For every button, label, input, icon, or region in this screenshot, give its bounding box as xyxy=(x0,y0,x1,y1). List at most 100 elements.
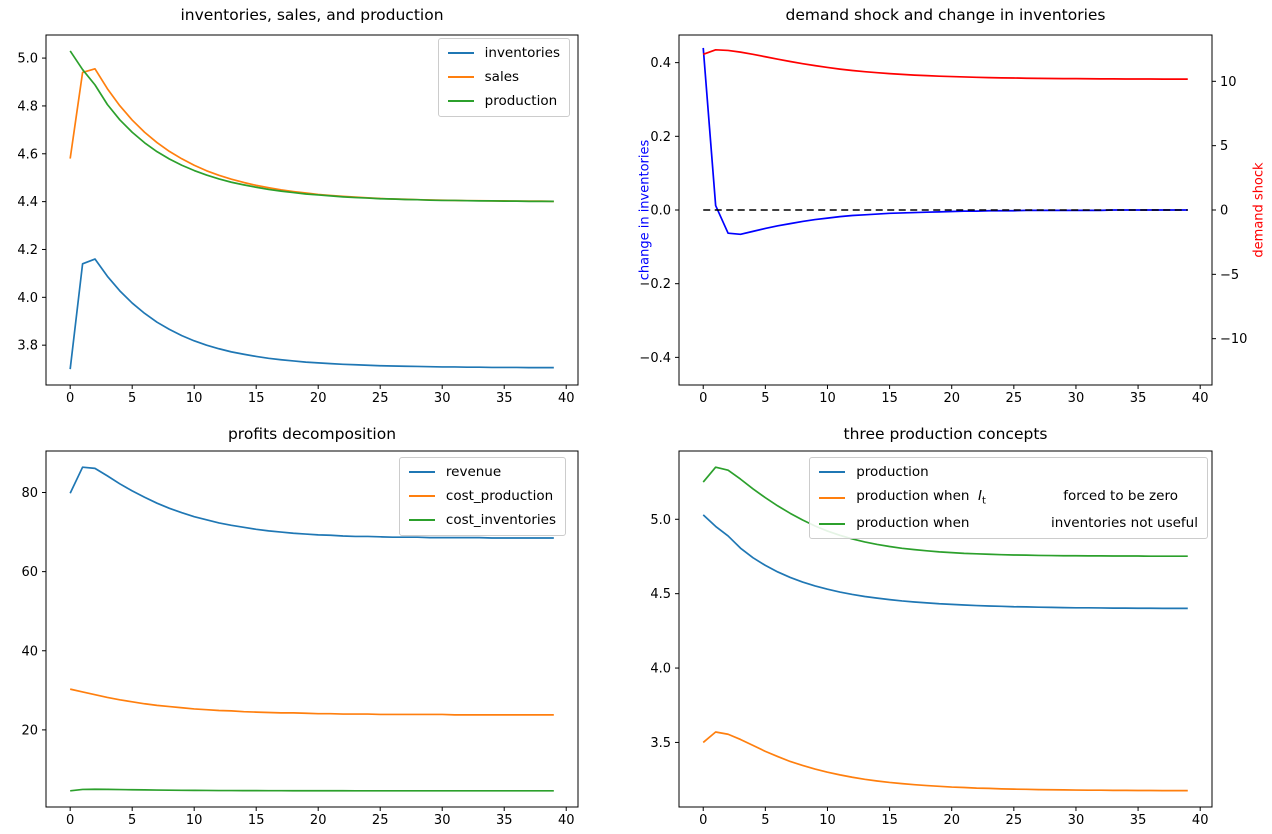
y-tick-label: 0.0 xyxy=(650,204,671,219)
axis-ticks: 0 5 10 15 20 25 30 35 40 3.5 4.0 4.5 5.0 xyxy=(650,513,1208,828)
axes-frame xyxy=(678,450,1213,808)
x-tick-label: 5 xyxy=(761,391,769,406)
series-line-production xyxy=(702,514,1188,610)
x-tick-label: 35 xyxy=(496,391,513,406)
y-tick-label: 0.2 xyxy=(650,130,671,145)
x-tick-label: 35 xyxy=(1130,391,1147,406)
x-tick-label: 20 xyxy=(943,813,960,828)
chart-title: demand shock and change in inventories xyxy=(785,6,1106,24)
legend-label: inventories xyxy=(484,45,560,61)
legend-label: production xyxy=(856,464,929,480)
legend-line-swatch xyxy=(819,471,846,474)
legend-line-swatch xyxy=(408,519,435,522)
y-tick-label: 4.6 xyxy=(17,147,38,162)
x-tick-label: 20 xyxy=(943,391,960,406)
x-tick-label: 5 xyxy=(128,813,136,828)
y-tick-label: 3.5 xyxy=(650,736,671,751)
chart-title: inventories, sales, and production xyxy=(180,6,444,24)
legend-line-swatch xyxy=(447,76,474,79)
axis-ticks: 0 5 10 15 20 25 30 35 40 3.8 4.0 4.2 4.4 4.6 4.8 5.0 xyxy=(17,52,574,406)
y-tick-label: 60 xyxy=(21,565,38,580)
legend-label: production xyxy=(484,92,558,109)
x-tick-label: 35 xyxy=(1130,813,1147,828)
right-y-tick-label: 10 xyxy=(1220,75,1237,90)
legend-line-swatch xyxy=(408,495,435,498)
legend-label: production when inventories not useful xyxy=(856,515,1198,532)
legend-item: sales xyxy=(447,68,560,86)
y-tick-label: 4.0 xyxy=(650,662,671,677)
y-tick-label: 3.8 xyxy=(17,339,38,354)
axis-ticks: 0 5 10 15 20 25 30 35 40 20 40 60 80 xyxy=(21,486,574,828)
y-tick-label: 4.4 xyxy=(17,195,38,210)
x-tick-label: 0 xyxy=(66,391,74,406)
legend-line-swatch xyxy=(408,471,435,474)
y-tick-label: −0.2 xyxy=(639,277,671,292)
x-tick-label: 35 xyxy=(496,813,513,828)
y-tick-label: 4.5 xyxy=(650,587,671,602)
legend-item: inventories xyxy=(447,45,560,62)
x-tick-label: 20 xyxy=(310,813,327,828)
series-line-production xyxy=(69,50,554,203)
chart-title: profits decomposition xyxy=(227,425,397,443)
plot-inventories-sales-and-production: 0 5 10 15 20 25 30 35 40 3.8 4.0 4.2 4.4 4.6 4.8 5.0 xyxy=(17,34,579,406)
chart-demand-shock-change-in-inventories: demand shock and change in inventories c… xyxy=(636,0,1272,417)
y-axis-label-left: change in inventories xyxy=(637,139,653,281)
y-axis-label-right: demand shock xyxy=(1251,162,1267,258)
x-tick-label: 40 xyxy=(558,813,575,828)
legend-label: revenue xyxy=(445,464,502,480)
plot-demand-shock-and-change-in-inventories: 0 5 10 15 20 25 30 35 40 −0.4 −0.2 0.0 0.2 0.4 −10 −5 0 5… xyxy=(639,34,1247,406)
x-tick-label: 0 xyxy=(699,391,707,406)
x-tick-label: 25 xyxy=(372,391,389,406)
chart-title: three production concepts xyxy=(843,425,1048,443)
x-tick-label: 15 xyxy=(881,813,898,828)
x-tick-label: 15 xyxy=(248,813,265,828)
legend-item: production xyxy=(447,92,560,110)
legend-item: production when inventories not useful xyxy=(819,515,1198,532)
x-tick-label: 40 xyxy=(1192,813,1209,828)
legend-item: cost_inventories xyxy=(408,512,556,529)
legend-item: revenue xyxy=(408,464,556,481)
chart-profits-decomposition: profits decomposition revenue cost_produ… xyxy=(0,417,636,834)
x-tick-label: 40 xyxy=(558,391,575,406)
axes-frame xyxy=(678,34,1213,386)
legend: inventories sales production xyxy=(437,38,570,117)
x-tick-label: 30 xyxy=(434,813,451,828)
legend-line-swatch xyxy=(819,496,846,499)
x-tick-label: 15 xyxy=(248,391,265,406)
y-tick-label: 20 xyxy=(21,723,38,738)
series-line-cost-production xyxy=(69,688,554,716)
chart-three-production-concepts: three production concepts production pro… xyxy=(636,417,1272,834)
y-tick-label: 0.4 xyxy=(650,56,671,71)
series-line-production-when-inventories-not-useful xyxy=(702,466,1188,558)
legend-line-swatch xyxy=(447,52,474,55)
axes-frame xyxy=(45,450,579,808)
right-y-tick-label: −10 xyxy=(1220,332,1247,347)
x-tick-label: 25 xyxy=(1006,391,1023,406)
y-tick-label: 4.8 xyxy=(17,99,38,114)
legend-item: production when It forced to be zero xyxy=(819,488,1198,508)
x-tick-label: 25 xyxy=(1006,813,1023,828)
right-y-tick-label: 5 xyxy=(1220,139,1228,154)
x-tick-label: 0 xyxy=(66,813,74,828)
axes-frame xyxy=(45,34,579,386)
axis-ticks: 0 5 10 15 20 25 30 35 40 −0.4 −0.2 0.0 0.2 0.4 −10 −5 0 5… xyxy=(639,56,1247,406)
legend-line-swatch xyxy=(819,522,846,525)
legend-label: sales xyxy=(484,68,520,85)
legend-item: production xyxy=(819,464,1198,481)
series-line-cost-inventories xyxy=(70,788,554,792)
x-tick-label: 30 xyxy=(1068,813,1085,828)
x-tick-label: 10 xyxy=(186,391,203,406)
x-tick-label: 10 xyxy=(819,391,836,406)
x-tick-label: 30 xyxy=(1068,391,1085,406)
series-line-production-when-i-t-forced-to-be-zero xyxy=(702,731,1188,792)
y-tick-label: 4.2 xyxy=(17,243,38,258)
series-line-revenue xyxy=(69,466,554,539)
x-tick-label: 5 xyxy=(761,813,769,828)
right-y-tick-label: −5 xyxy=(1220,268,1239,283)
legend: revenue cost_production cost_inventories xyxy=(398,457,566,536)
y-tick-label: 40 xyxy=(21,644,38,659)
x-tick-label: 40 xyxy=(1192,391,1209,406)
series-line-inventories xyxy=(69,258,554,370)
legend: production production when It forced to … xyxy=(809,457,1208,539)
